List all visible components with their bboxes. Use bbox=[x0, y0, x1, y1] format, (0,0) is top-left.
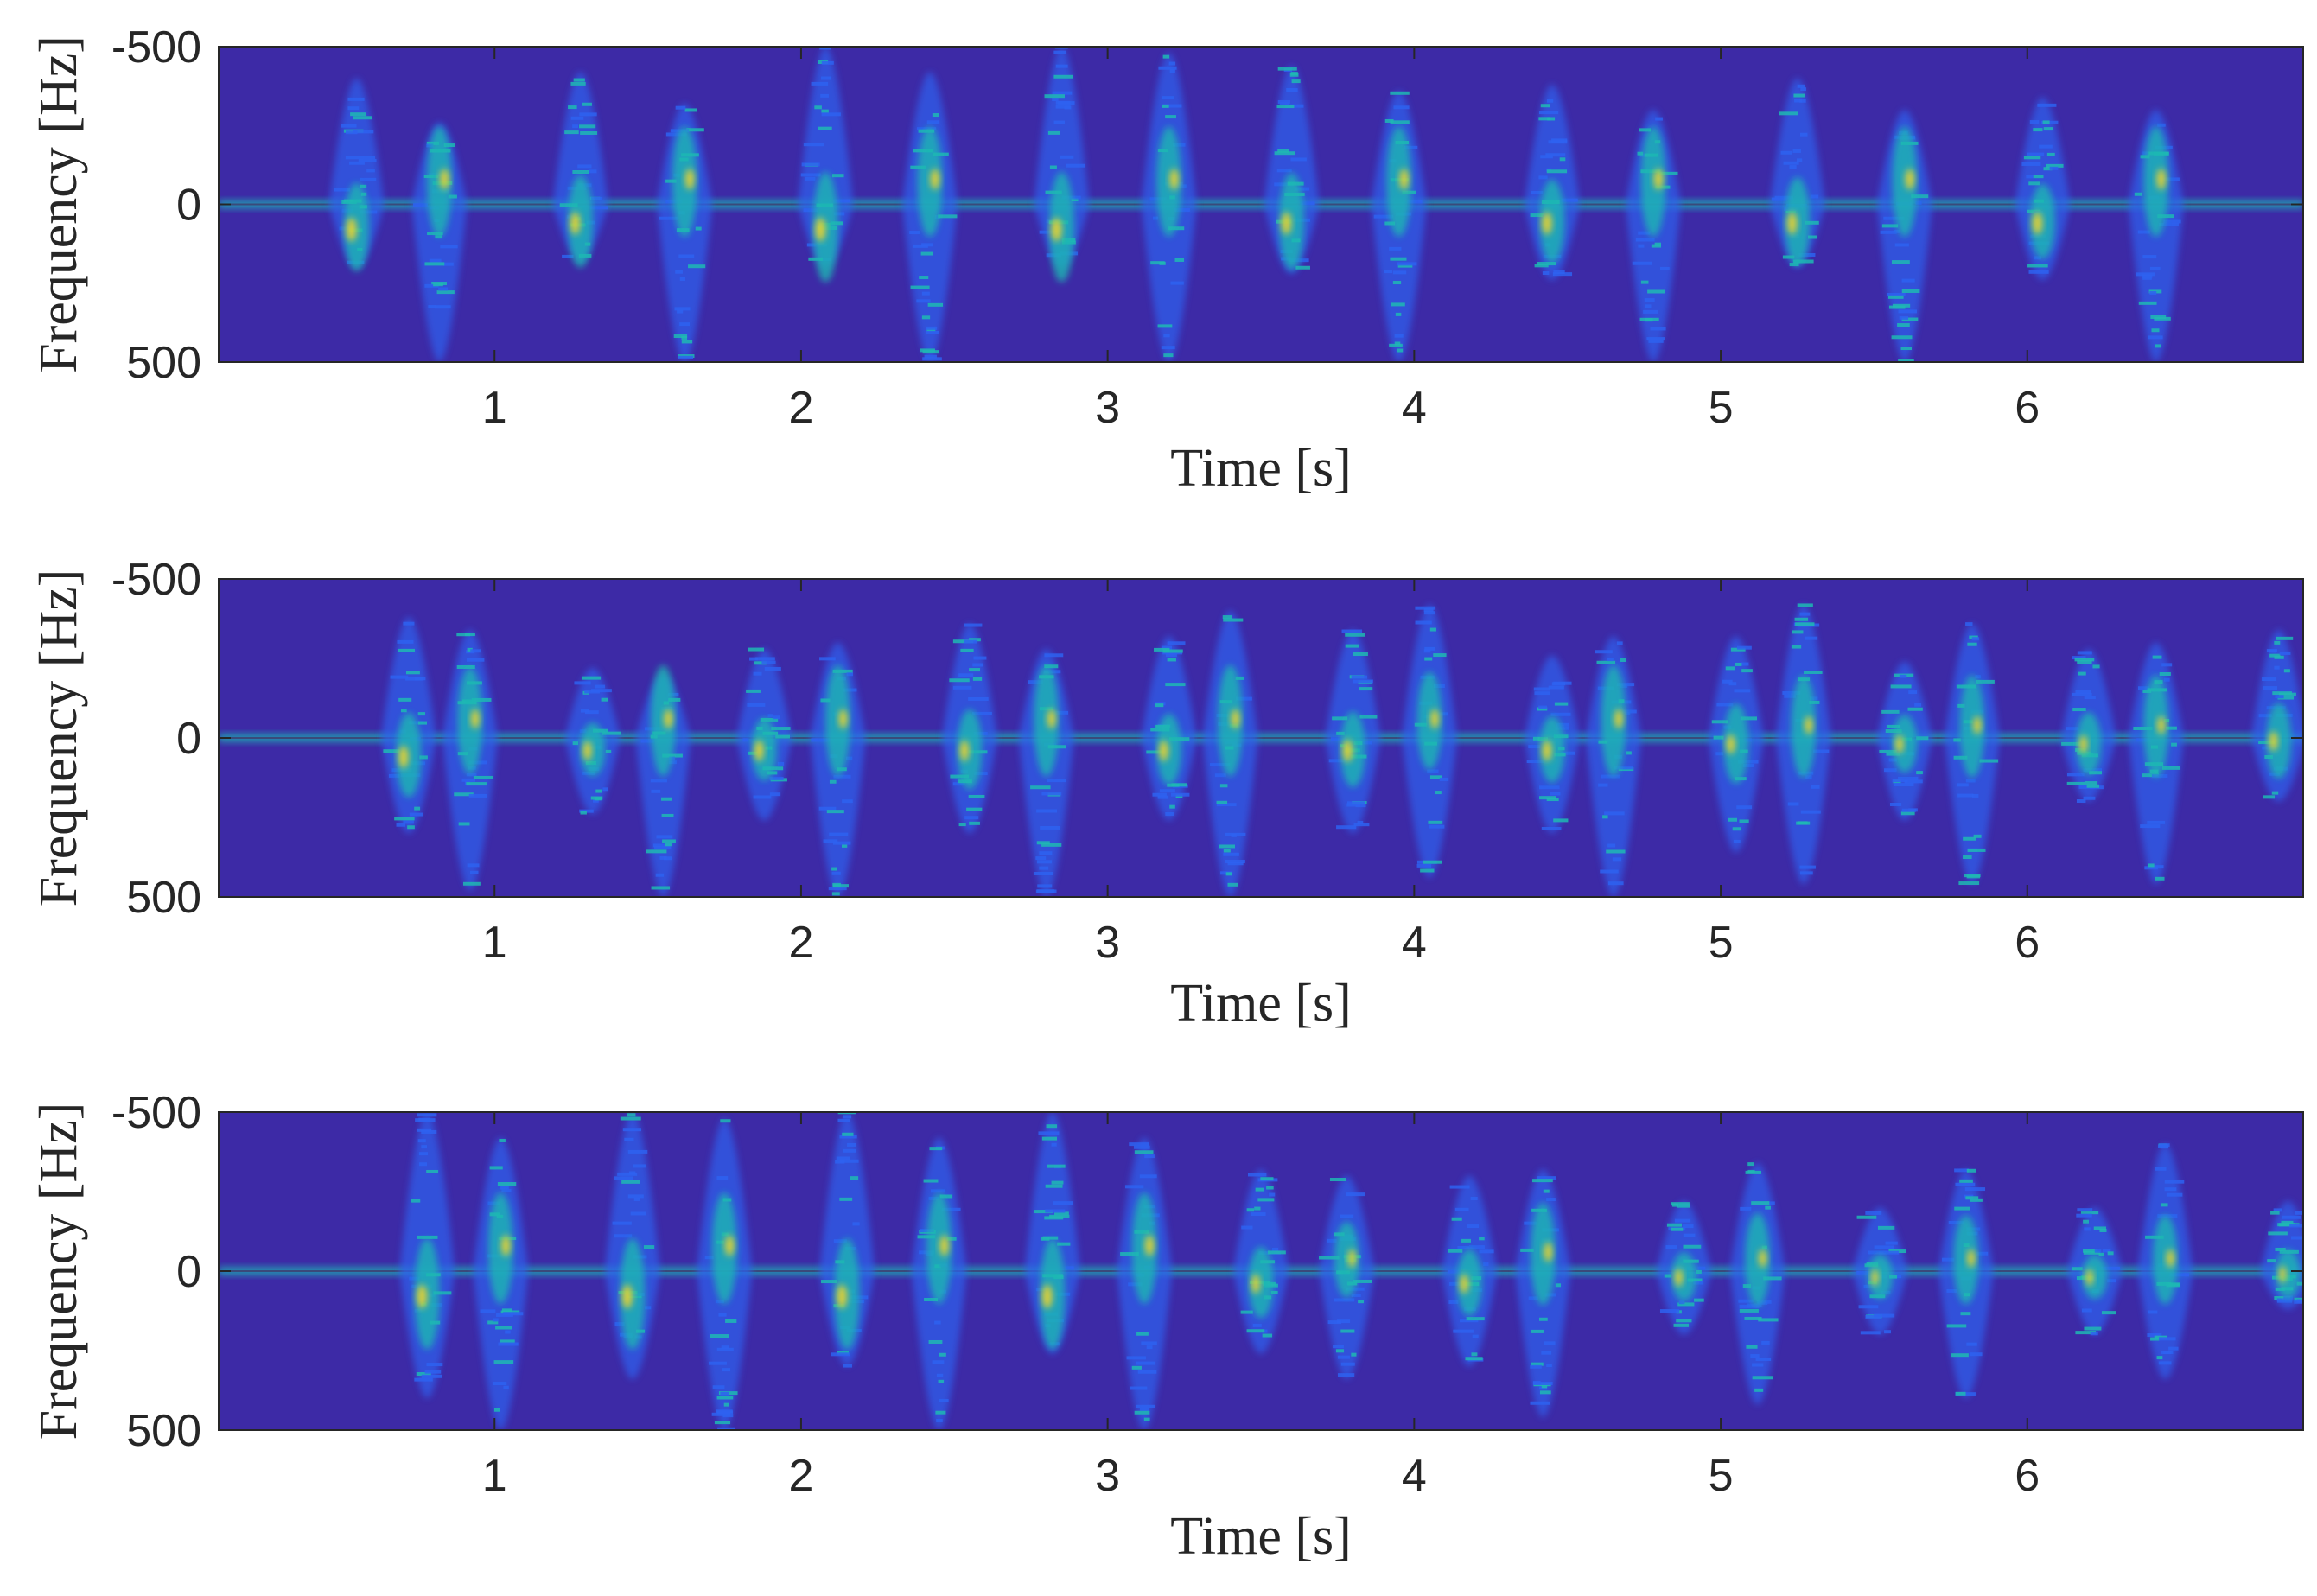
doppler-burst bbox=[1442, 1175, 1498, 1367]
doppler-burst bbox=[564, 668, 621, 815]
doppler-burst bbox=[819, 1112, 875, 1368]
x-axis-label: Time [s] bbox=[1170, 974, 1352, 1033]
spectrogram-panel-1: 1 2 3 4 5 6 -500 0 500 Time [s] Frequency [Hz] bbox=[29, 22, 2304, 498]
y-axis-label: Frequency [Hz] bbox=[29, 35, 88, 373]
doppler-burst bbox=[1371, 91, 1427, 362]
doppler-burst bbox=[473, 1137, 529, 1430]
doppler-burst bbox=[1585, 636, 1641, 897]
doppler-burst bbox=[1141, 53, 1197, 362]
x-tick-label: 4 bbox=[1402, 383, 1427, 433]
x-tick-label: 5 bbox=[1709, 383, 1734, 433]
spectrogram-panel-3: 1 2 3 4 5 6 -500 0 500 Time [s] Frequency [Hz] bbox=[29, 1088, 2304, 1566]
doppler-burst bbox=[1769, 78, 1825, 268]
y-tick-label: 0 bbox=[176, 181, 201, 231]
x-tick-label: 2 bbox=[788, 918, 813, 968]
x-axis-label: Time [s] bbox=[1170, 1507, 1352, 1566]
doppler-burst bbox=[1656, 1201, 1712, 1335]
doppler-burst bbox=[1525, 84, 1580, 281]
y-axis-label: Frequency [Hz] bbox=[29, 569, 88, 907]
doppler-burst bbox=[1141, 636, 1197, 821]
x-tick-label: 4 bbox=[1402, 1451, 1427, 1501]
doppler-burst bbox=[1525, 655, 1580, 834]
doppler-burst bbox=[1852, 1207, 1908, 1335]
doppler-burst bbox=[911, 1137, 967, 1430]
doppler-burst bbox=[604, 1112, 660, 1380]
doppler-burst bbox=[1876, 110, 1932, 362]
x-tick-label: 3 bbox=[1095, 918, 1120, 968]
y-tick-label: 500 bbox=[126, 1406, 201, 1456]
doppler-burst bbox=[552, 72, 608, 268]
doppler-burst bbox=[2066, 1207, 2123, 1336]
x-tick-label: 4 bbox=[1402, 918, 1427, 968]
doppler-burst bbox=[1938, 1168, 1994, 1399]
x-tick-label: 5 bbox=[1709, 918, 1734, 968]
doppler-burst bbox=[1708, 636, 1764, 853]
doppler-burst bbox=[2260, 1201, 2303, 1310]
doppler-burst bbox=[1233, 1169, 1289, 1354]
doppler-burst bbox=[1034, 47, 1090, 283]
spectrogram-content bbox=[219, 47, 2303, 362]
doppler-burst bbox=[411, 122, 468, 362]
x-tick-label: 3 bbox=[1095, 383, 1120, 433]
doppler-burst bbox=[1402, 604, 1458, 878]
x-tick-label: 6 bbox=[2015, 383, 2040, 433]
doppler-burst bbox=[2015, 97, 2071, 281]
y-tick-label: -500 bbox=[111, 555, 201, 605]
doppler-burst bbox=[1024, 1112, 1080, 1354]
doppler-burst bbox=[1202, 610, 1258, 897]
doppler-burst bbox=[1117, 1137, 1173, 1430]
x-tick-label: 2 bbox=[788, 1451, 813, 1501]
doppler-burst bbox=[2128, 642, 2184, 885]
x-tick-label: 1 bbox=[482, 383, 507, 433]
doppler-burst bbox=[1876, 661, 1932, 821]
x-tick-label: 6 bbox=[2015, 1451, 2040, 1501]
doppler-burst bbox=[2060, 648, 2116, 803]
doppler-burst bbox=[942, 623, 997, 834]
doppler-burst bbox=[1626, 110, 1681, 362]
spectrogram-panel-2: 1 2 3 4 5 6 -500 0 500 Time [s] Frequency [Hz] bbox=[29, 555, 2304, 1033]
doppler-burst bbox=[328, 78, 385, 271]
y-tick-label: -500 bbox=[111, 22, 201, 73]
y-tick-label: 0 bbox=[176, 714, 201, 764]
doppler-burst bbox=[1729, 1162, 1785, 1405]
doppler-burst bbox=[1775, 603, 1831, 885]
x-tick-label: 1 bbox=[482, 1451, 507, 1501]
doppler-burst bbox=[810, 642, 866, 897]
x-tick-label: 6 bbox=[2015, 918, 2040, 968]
doppler-burst bbox=[2137, 1143, 2193, 1380]
doppler-burst bbox=[798, 47, 854, 283]
x-tick-label: 2 bbox=[788, 383, 813, 433]
doppler-burst bbox=[1264, 65, 1320, 274]
doppler-burst bbox=[635, 664, 691, 897]
doppler-burst bbox=[1018, 648, 1074, 897]
doppler-burst bbox=[1944, 622, 2000, 886]
doppler-burst bbox=[380, 617, 436, 834]
x-tick-label: 5 bbox=[1709, 1451, 1734, 1501]
x-tick-label: 1 bbox=[482, 918, 507, 968]
doppler-burst bbox=[697, 1118, 753, 1430]
x-axis-label: Time [s] bbox=[1170, 439, 1352, 498]
doppler-burst bbox=[736, 647, 792, 821]
doppler-burst bbox=[1319, 1175, 1375, 1380]
y-tick-label: 500 bbox=[126, 873, 201, 923]
doppler-burst bbox=[1325, 629, 1381, 834]
doppler-burst bbox=[442, 629, 498, 891]
spectrogram-content bbox=[219, 1112, 2303, 1430]
doppler-burst bbox=[1515, 1169, 1571, 1418]
doppler-burst bbox=[901, 72, 958, 362]
doppler-burst bbox=[2128, 110, 2184, 362]
y-tick-label: 0 bbox=[176, 1247, 201, 1297]
y-axis-label: Frequency [Hz] bbox=[29, 1103, 88, 1440]
doppler-burst bbox=[657, 103, 713, 362]
spectrogram-content bbox=[219, 603, 2303, 897]
doppler-burst bbox=[399, 1112, 455, 1399]
y-tick-label: 500 bbox=[126, 338, 201, 388]
x-tick-label: 3 bbox=[1095, 1451, 1120, 1501]
doppler-burst bbox=[2250, 629, 2303, 802]
y-tick-label: -500 bbox=[111, 1088, 201, 1138]
